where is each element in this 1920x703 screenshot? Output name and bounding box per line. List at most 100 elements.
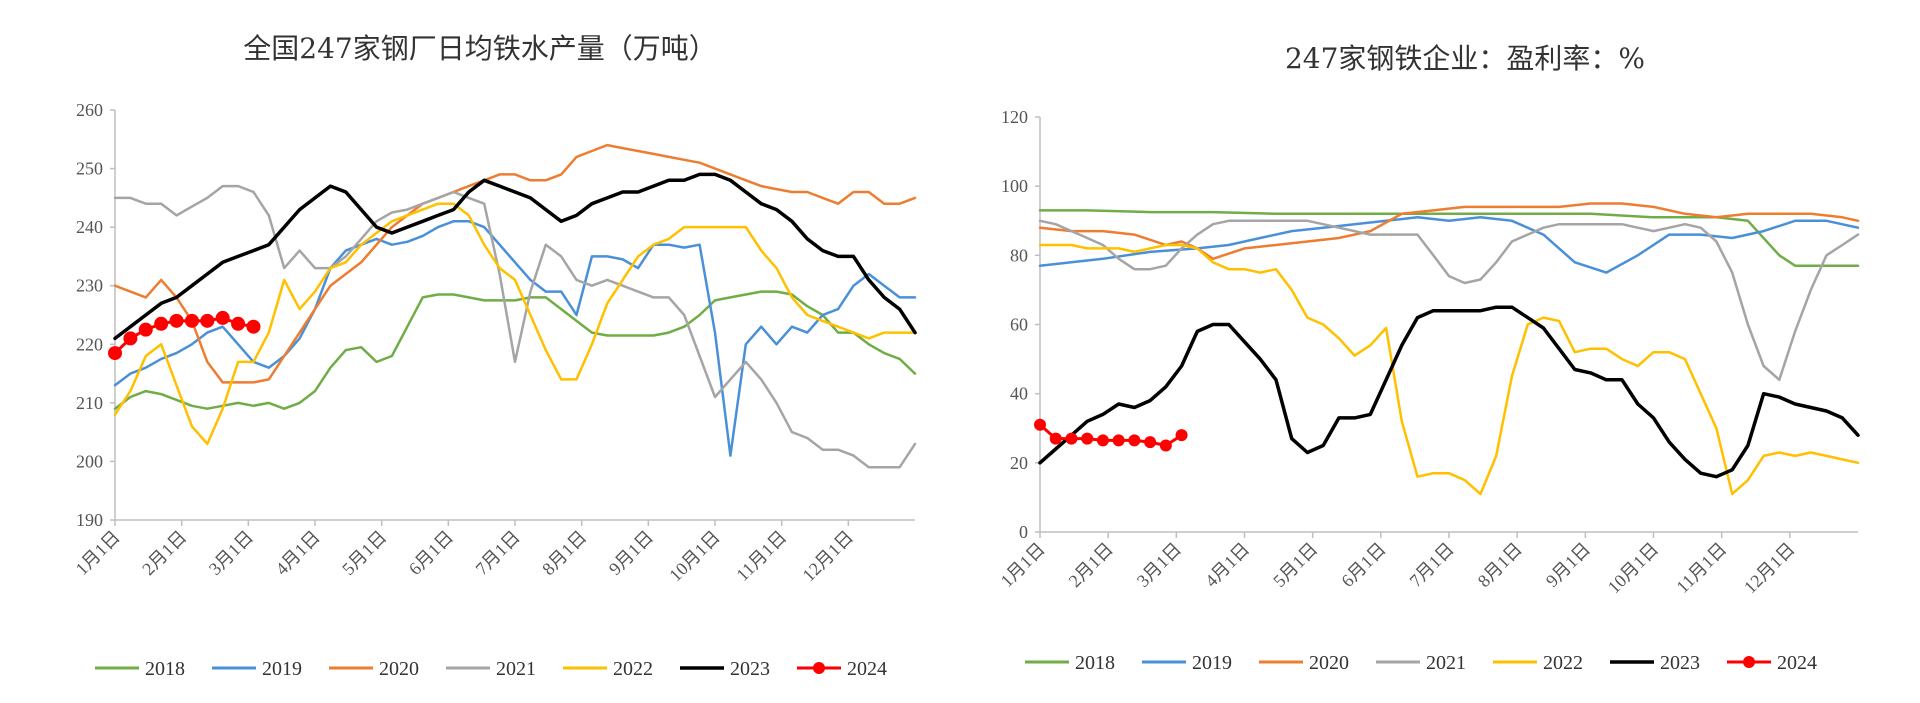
legend-label-2020: 2020 (379, 658, 419, 680)
plot-area-right (1034, 202, 1860, 496)
y-tick-label: 240 (76, 217, 103, 237)
chart-left: 全国247家钢厂日均铁水产量（万吨） 190 200 210 220 230 240 250… (72, 32, 917, 680)
plot-area-left (108, 143, 917, 469)
x-tick-label: 10月1日 (1604, 539, 1663, 598)
y-tick-label: 230 (76, 276, 103, 296)
series-point-2024 (200, 313, 215, 328)
legend-label-2024: 2024 (1777, 652, 1817, 674)
series-line-2018 (113, 290, 917, 410)
series-point-2024 (231, 316, 246, 331)
series-point-2024 (138, 322, 153, 337)
x-tick-label: 6月1日 (405, 527, 457, 579)
x-axis-left: 1月1日 2月1日 3月1日 4月1日 5月1日 6月1日 7月1日 8月1日 9月1日 10月1… (72, 520, 857, 586)
chart-left-svg: 全国247家钢厂日均铁水产量（万吨） 190 200 210 220 230 240 250… (72, 32, 917, 680)
series-line-2023 (1038, 305, 1860, 479)
legend-label-2022: 2022 (613, 658, 653, 680)
series-point-2024 (1049, 432, 1062, 445)
y-tick-label: 250 (76, 159, 103, 179)
x-tick-label: 9月1日 (1542, 539, 1594, 591)
x-tick-label: 7月1日 (472, 527, 524, 579)
x-tick-label: 2月1日 (138, 527, 190, 579)
x-axis-right: 1月1日 2月1日 3月1日 4月1日 5月1日 6月1日 7月1日 8月1日 9月1日 10月1… (997, 532, 1799, 597)
x-tick-label: 12月1日 (798, 527, 857, 586)
legend-label-2018: 2018 (1075, 652, 1115, 674)
legend-label-2021: 2021 (496, 658, 536, 680)
legend-right: 2018 2019 2020 2021 2022 2023 2024 (1025, 652, 1817, 674)
series-line-2019 (113, 220, 917, 457)
series-line-2022 (113, 202, 917, 446)
legend-label-2023: 2023 (730, 658, 770, 680)
legend-label-2021: 2021 (1426, 652, 1466, 674)
x-tick-label: 2月1日 (1065, 539, 1117, 591)
chart-title: 247家钢铁企业：盈利率：% (1285, 42, 1645, 75)
series-point-2024 (1175, 429, 1188, 442)
series-point-2024 (108, 346, 122, 361)
series-point-2024 (1065, 432, 1078, 445)
series-point-2024 (1081, 432, 1094, 445)
series-line-2018 (1038, 209, 1860, 267)
x-tick-label: 4月1日 (272, 527, 324, 579)
y-tick-label: 260 (76, 100, 103, 120)
x-tick-label: 1月1日 (72, 527, 124, 579)
x-tick-label: 12月1日 (1740, 539, 1799, 598)
x-tick-label: 11月1日 (1672, 539, 1730, 597)
series-point-2024 (1159, 439, 1172, 452)
series-line-2020 (113, 143, 917, 384)
legend-marker-2024 (1743, 656, 1755, 668)
y-tick-label: 200 (76, 451, 103, 471)
x-tick-label: 5月1日 (338, 527, 390, 579)
series-point-2024 (1112, 434, 1125, 447)
x-tick-label: 7月1日 (1406, 539, 1458, 591)
x-tick-label: 3月1日 (205, 527, 257, 579)
y-axis-left: 190 200 210 220 230 240 250 260 (76, 100, 915, 530)
y-tick-label: 220 (76, 334, 103, 354)
x-tick-label: 3月1日 (1133, 539, 1185, 591)
y-tick-label: 40 (1010, 384, 1028, 404)
legend-label-2018: 2018 (145, 658, 185, 680)
x-tick-label: 6月1日 (1337, 539, 1389, 591)
y-tick-label: 190 (76, 510, 103, 530)
series-point-2024 (246, 319, 261, 334)
y-axis-right: 0 20 40 60 80 100 120 (1001, 107, 1858, 542)
series-line-2024 (113, 316, 255, 355)
series-point-2024 (154, 316, 169, 331)
series-point-2024 (1144, 436, 1157, 449)
x-tick-label: 4月1日 (1201, 539, 1253, 591)
legend-label-2023: 2023 (1660, 652, 1700, 674)
series-line-2020 (1038, 202, 1860, 261)
chart-title: 全国247家钢厂日均铁水产量（万吨） (243, 32, 716, 65)
y-tick-label: 120 (1001, 107, 1028, 127)
series-line-2022 (1038, 243, 1860, 496)
y-tick-label: 210 (76, 393, 103, 413)
legend-label-2019: 2019 (1192, 652, 1232, 674)
series-line-2024 (1038, 423, 1184, 447)
series-point-2024 (123, 331, 138, 346)
y-tick-label: 100 (1001, 176, 1028, 196)
legend-label-2022: 2022 (1543, 652, 1583, 674)
legend-label-2024: 2024 (847, 658, 887, 680)
legend-marker-2024 (813, 662, 825, 674)
y-tick-label: 60 (1010, 315, 1028, 335)
x-tick-label: 8月1日 (538, 527, 590, 579)
x-tick-label: 5月1日 (1269, 539, 1321, 591)
series-point-2024 (184, 313, 199, 328)
x-tick-label: 9月1日 (605, 527, 657, 579)
chart-right-svg: 247家钢铁企业：盈利率：% 0 20 40 60 80 100 120 1月1日 2月1日 3… (997, 42, 1860, 674)
y-tick-label: 80 (1010, 245, 1028, 265)
legend-label-2020: 2020 (1309, 652, 1349, 674)
series-point-2024 (215, 310, 230, 325)
legend-label-2019: 2019 (262, 658, 302, 680)
series-point-2024 (1096, 434, 1109, 447)
series-point-2024 (1034, 418, 1046, 431)
series-line-2023 (113, 172, 917, 341)
x-tick-label: 8月1日 (1474, 539, 1526, 591)
series-line-2019 (1038, 216, 1860, 274)
legend-left: 2018 2019 2020 2021 2022 2023 2024 (95, 658, 887, 680)
y-tick-label: 20 (1010, 453, 1028, 473)
series-line-2021 (113, 184, 917, 469)
x-tick-label: 1月1日 (997, 539, 1049, 591)
series-line-2021 (1038, 219, 1860, 382)
y-tick-label: 0 (1019, 522, 1028, 542)
chart-right: 247家钢铁企业：盈利率：% 0 20 40 60 80 100 120 1月1日 2月1日 3… (960, 0, 1920, 703)
series-point-2024 (1128, 434, 1141, 447)
